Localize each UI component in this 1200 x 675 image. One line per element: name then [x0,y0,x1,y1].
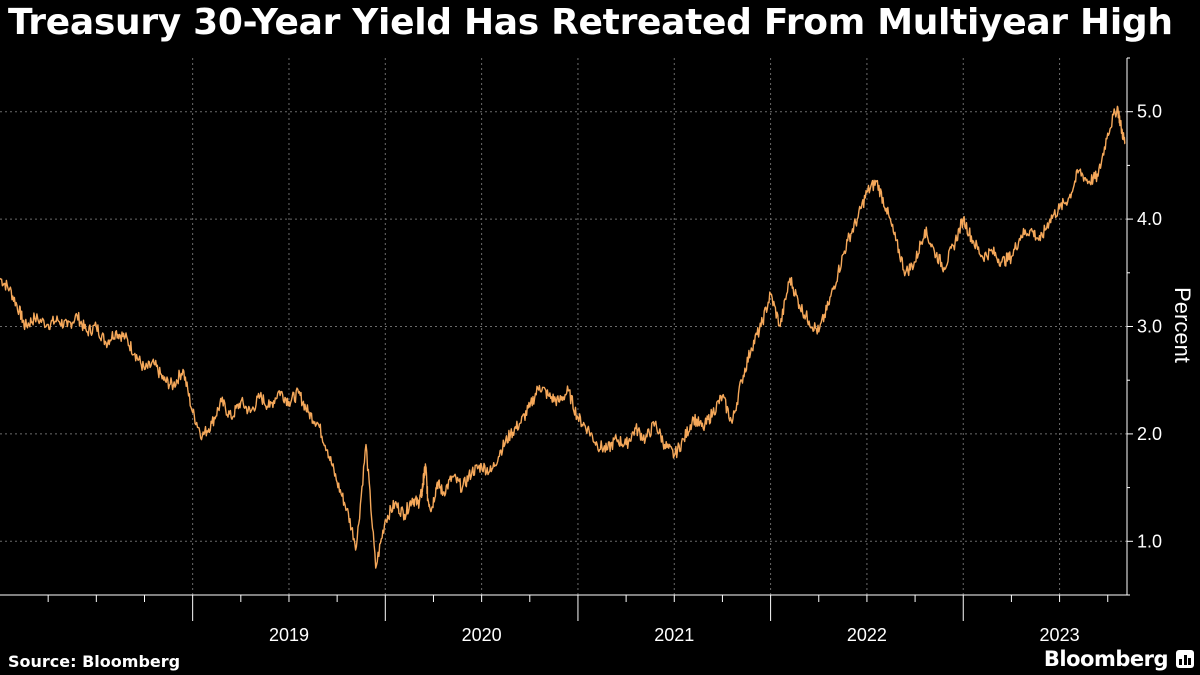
x-tick-label: 2019 [269,625,309,645]
y-tick-label: 4.0 [1137,209,1162,229]
y-tick-label: 2.0 [1137,424,1162,444]
series-layer [0,105,1126,569]
x-tick-label: 2023 [1040,625,1080,645]
x-tick-label: 2020 [462,625,502,645]
y-tick-label: 5.0 [1137,102,1162,122]
x-tick-label: 2021 [654,625,694,645]
y-axis-label: Percent [1170,287,1195,363]
bloomberg-chart-icon [1176,650,1194,668]
bloomberg-logo: Bloomberg [1043,647,1169,671]
source-note: Source: Bloomberg [8,652,181,671]
y-tick-label: 1.0 [1137,531,1162,551]
gridlines [0,58,1127,595]
x-tick-label: 2022 [847,625,887,645]
y-tick-label: 3.0 [1137,317,1162,337]
tick-labels: 1.0 2.0 3.0 4.0 5.0 2019 2020 2021 2022 2023 [269,102,1162,645]
yield-series-line [0,105,1126,569]
chart-title: Treasury 30-Year Yield Has Retreated Fro… [8,2,1173,43]
axes [0,57,1133,621]
